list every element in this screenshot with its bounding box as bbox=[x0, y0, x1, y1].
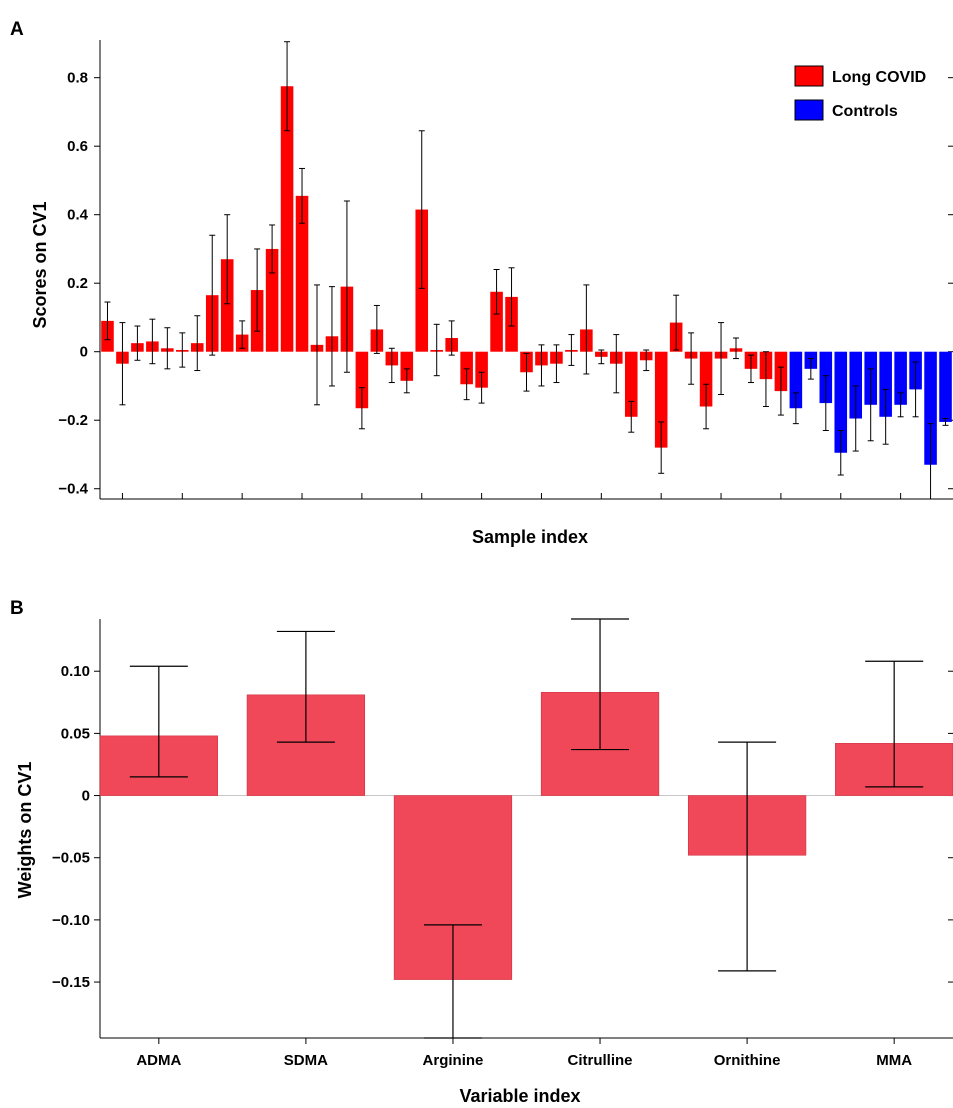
long-covid-bar bbox=[624, 351, 638, 417]
long-covid-bar bbox=[220, 259, 234, 352]
panel-a-y-tick-label: 0 bbox=[80, 344, 88, 361]
panel-a-y-tick-label: 0.4 bbox=[67, 207, 89, 224]
control-bar bbox=[939, 351, 952, 422]
control-bar bbox=[894, 351, 907, 405]
panel-a-ylabel: Scores on CV1 bbox=[30, 201, 50, 328]
long-covid-bar bbox=[490, 291, 503, 352]
panel-b-y-tick-label: −0.15 bbox=[52, 974, 90, 991]
long-covid-bar bbox=[355, 351, 369, 409]
panel-a-legend: Long COVID Controls bbox=[794, 65, 926, 121]
panel-b-y-tick-label: −0.10 bbox=[52, 912, 90, 929]
control-bar bbox=[924, 351, 937, 465]
panel-a-axes: −0.4 −0.2 0 0.2 0.4 0.6 0.8 bbox=[58, 40, 953, 500]
panel-a-y-tick-label: −0.2 bbox=[58, 412, 88, 429]
panel-b-ylabel: Weights on CV1 bbox=[15, 762, 35, 899]
long-covid-bar bbox=[400, 351, 414, 381]
panel-b-xlabel: Variable index bbox=[459, 1086, 580, 1106]
long-covid-bar bbox=[280, 86, 294, 352]
panel-b-axes: −0.15 −0.10 −0.05 0 0.05 0.10 ADMA SDMA Arginine… bbox=[52, 619, 953, 1069]
panel-a-y-tick-label: −0.4 bbox=[58, 481, 88, 498]
long-covid-bar bbox=[265, 248, 279, 352]
legend-swatch bbox=[794, 99, 824, 121]
panel-b-y-tick-label: −0.05 bbox=[52, 850, 90, 867]
panel-b-letter: B bbox=[10, 598, 24, 619]
control-bar bbox=[834, 351, 848, 453]
legend-swatch bbox=[794, 65, 824, 87]
panel-a-y-tick-label: 0.2 bbox=[67, 275, 88, 292]
panel-b-x-tick-label: Arginine bbox=[423, 1052, 484, 1069]
long-covid-bar bbox=[475, 351, 488, 388]
long-covid-bar bbox=[699, 351, 713, 407]
panel-b-x-tick-label: Ornithine bbox=[714, 1052, 781, 1069]
long-covid-bar bbox=[295, 195, 309, 352]
control-bar bbox=[849, 351, 863, 419]
panel-a-y-tick-label: 0.6 bbox=[67, 138, 88, 155]
panel-b-y-tick-label: 0 bbox=[82, 788, 90, 805]
panel-a-xlabel: Sample index bbox=[472, 527, 588, 547]
panel-a-letter: A bbox=[10, 19, 24, 40]
legend-label: Controls bbox=[832, 103, 898, 120]
legend-label: Long COVID bbox=[832, 69, 926, 86]
panel-b-y-tick-label: 0.10 bbox=[61, 663, 90, 680]
panel-a-bars bbox=[101, 41, 952, 500]
panel-b-x-tick-label: ADMA bbox=[136, 1052, 181, 1069]
long-covid-bar bbox=[460, 351, 473, 385]
panel-b-bars bbox=[99, 618, 953, 1039]
panel-b-y-tick-label: 0.05 bbox=[61, 725, 90, 742]
control-bar bbox=[789, 351, 803, 409]
long-covid-bar bbox=[654, 351, 668, 448]
panel-b-x-tick-label: SDMA bbox=[284, 1052, 328, 1069]
control-bar bbox=[879, 351, 892, 417]
panel-b-x-tick-label: Citrulline bbox=[568, 1052, 633, 1069]
panel-b-x-tick-label: MMA bbox=[876, 1052, 912, 1069]
panel-a-y-tick-label: 0.8 bbox=[67, 70, 88, 87]
